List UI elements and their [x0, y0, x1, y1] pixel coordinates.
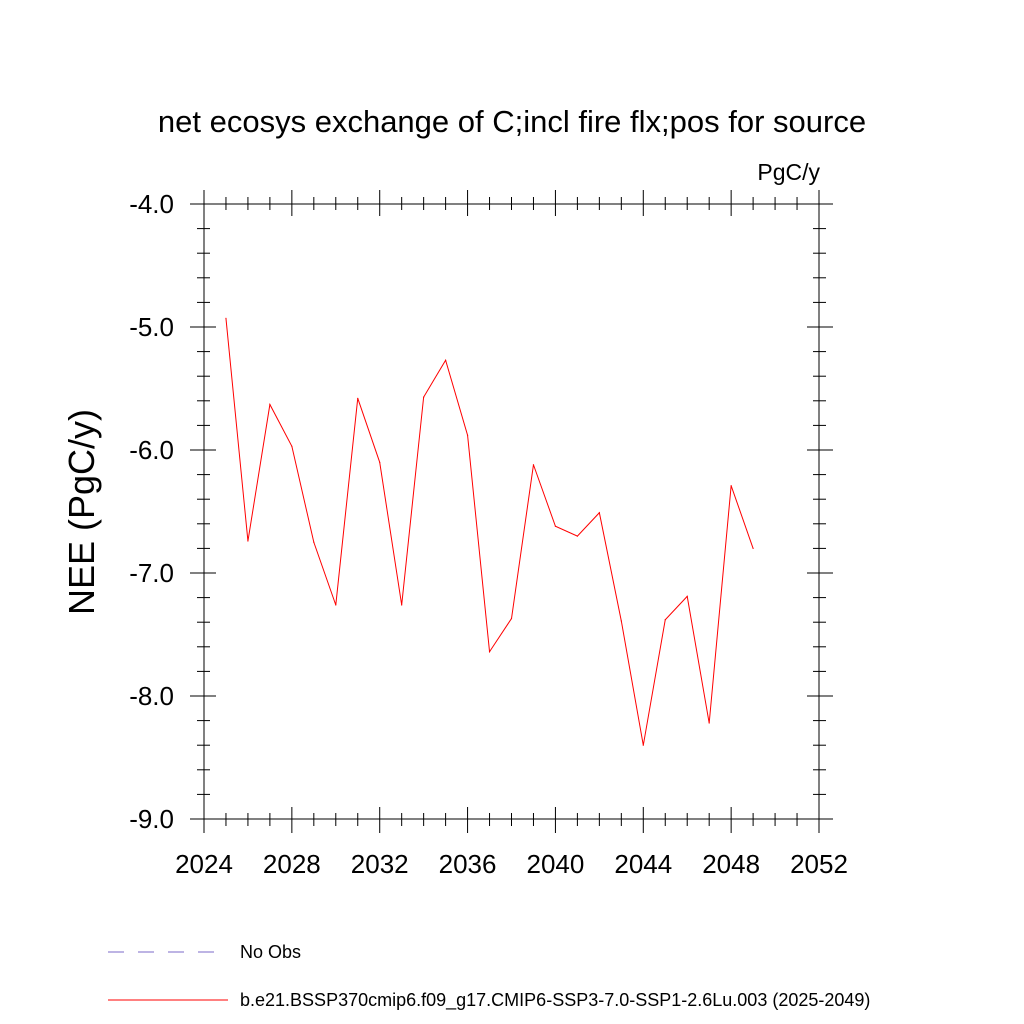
- series-layer: [225, 317, 754, 746]
- y-axis-label: NEE (PgC/y): [61, 409, 102, 615]
- data-point: [423, 396, 425, 398]
- data-point: [730, 485, 732, 487]
- data-point: [269, 403, 271, 406]
- y-tick-label: -8.0: [129, 681, 174, 711]
- legend-label-0: No Obs: [240, 942, 301, 962]
- data-point: [752, 547, 754, 550]
- data-point: [313, 541, 315, 543]
- legend-label-1: b.e21.BSSP370cmip6.f09_g17.CMIP6-SSP3-7.…: [240, 990, 870, 1011]
- data-point: [576, 535, 578, 537]
- y-tick-label: -4.0: [129, 189, 174, 219]
- data-point: [554, 525, 557, 527]
- series-line-0: [225, 318, 754, 746]
- data-point: [620, 620, 622, 622]
- data-point: [488, 651, 491, 653]
- data-point: [532, 464, 535, 466]
- plot-area-frame: [203, 203, 820, 820]
- data-point: [598, 512, 600, 514]
- data-point: [247, 540, 249, 542]
- data-point: [445, 359, 447, 361]
- data-point: [401, 604, 403, 606]
- x-tick-label: 2036: [439, 849, 497, 879]
- x-tick-label: 2052: [790, 849, 848, 879]
- data-point: [510, 617, 513, 620]
- data-point: [379, 461, 381, 463]
- data-point: [357, 397, 359, 399]
- y-tick-label: -6.0: [129, 435, 174, 465]
- chart-title: net ecosys exchange of C;incl fire flx;p…: [158, 104, 866, 139]
- data-point: [291, 445, 293, 447]
- x-tick-label: 2048: [702, 849, 760, 879]
- data-point: [225, 317, 227, 319]
- data-point: [708, 722, 710, 724]
- units-label: PgC/y: [757, 159, 820, 185]
- axis-ticks: 2024 2028 2032 2036 2040 2044 2048 2052 -4.0 -5.0…: [129, 189, 848, 879]
- data-point: [664, 619, 666, 621]
- data-point: [335, 604, 337, 606]
- legend: No Obs b.e21.BSSP370cmip6.f09_g17.CMIP6-S…: [108, 942, 870, 1011]
- y-tick-label: -9.0: [129, 804, 174, 834]
- y-tick-label: -7.0: [129, 558, 174, 588]
- data-point: [686, 595, 688, 597]
- x-tick-label: 2024: [175, 849, 233, 879]
- x-tick-label: 2028: [263, 849, 321, 879]
- data-point: [642, 744, 644, 746]
- x-tick-label: 2040: [527, 849, 585, 879]
- x-tick-label: 2044: [614, 849, 672, 879]
- y-tick-label: -5.0: [129, 312, 174, 342]
- x-tick-label: 2032: [351, 849, 409, 879]
- data-point: [466, 434, 469, 436]
